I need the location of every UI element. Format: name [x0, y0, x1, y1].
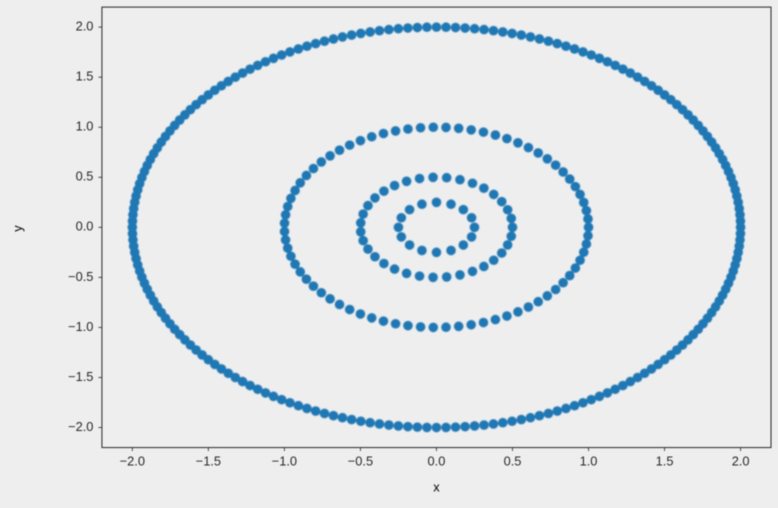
svg-text:−2.0: −2.0: [68, 419, 93, 434]
svg-text:0.5: 0.5: [76, 169, 94, 184]
svg-text:0.0: 0.0: [428, 454, 446, 469]
svg-text:−1.0: −1.0: [272, 454, 297, 469]
svg-text:y: y: [10, 225, 25, 232]
svg-text:1.5: 1.5: [656, 454, 674, 469]
svg-text:1.5: 1.5: [76, 69, 94, 84]
svg-text:−1.5: −1.5: [196, 454, 221, 469]
svg-text:−0.5: −0.5: [68, 269, 93, 284]
svg-text:0.0: 0.0: [76, 219, 94, 234]
svg-text:1.0: 1.0: [76, 119, 94, 134]
svg-text:2.0: 2.0: [76, 19, 94, 34]
svg-text:−0.5: −0.5: [348, 454, 373, 469]
svg-text:0.5: 0.5: [504, 454, 522, 469]
svg-text:−1.0: −1.0: [68, 319, 93, 334]
svg-text:1.0: 1.0: [580, 454, 598, 469]
svg-text:−1.5: −1.5: [68, 369, 93, 384]
svg-text:2.0: 2.0: [732, 454, 750, 469]
svg-text:−2.0: −2.0: [120, 454, 145, 469]
svg-text:x: x: [433, 480, 440, 495]
